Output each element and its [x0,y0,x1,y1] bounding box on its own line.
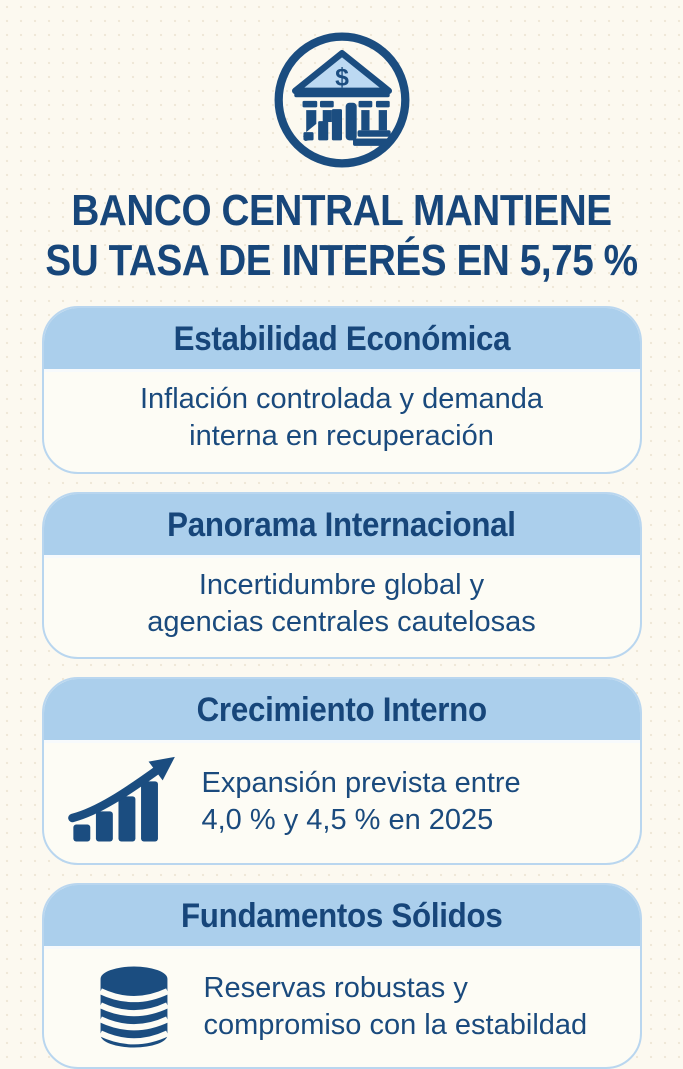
card-body-text: Expansión prevista entre 4,0 % y 4,5 % e… [202,765,622,839]
card-header: Crecimiento Interno [43,678,640,743]
dollar-sign: $ [335,64,349,91]
card-fundamentos-solidos: Fundamentos Sólidos Reservas robustas y … [41,882,642,1069]
title-line-2: SU TASA DE INTERÉS EN 5,75 % [45,236,638,286]
card-body-line-2: compromiso con la estabildad [203,1008,588,1041]
card-crecimiento-interno: Crecimiento Interno Expansión prevista e… [41,676,642,865]
card-estabilidad-economica: Estabilidad Económica Inflación controla… [41,306,642,474]
card-body-line-2: agencias centrales cautelosas [147,605,536,638]
card-body: Expansión prevista entre 4,0 % y 4,5 % e… [44,743,640,863]
card-body-line-1: Reservas robustas y [203,971,468,1004]
card-title: Crecimiento Interno [196,690,487,729]
card-title: Fundamentos Sólidos [180,896,503,935]
card-header: Fundamentos Sólidos [43,884,640,949]
card-title: Estabilidad Económica [173,320,510,359]
card-body: Reservas robustas y compromiso con la es… [44,949,640,1067]
card-body: Incertidumbre global y agencias centrale… [44,558,640,657]
card-header: Estabilidad Económica [43,308,640,373]
card-title: Panorama Internacional [167,505,516,544]
card-body-line-1: Inflación controlada y demanda [139,383,544,416]
card-body-line-2: interna en recuperación [189,420,494,453]
card-body-line-2: 4,0 % y 4,5 % en 2025 [201,803,494,836]
card-header: Panorama Internacional [43,493,640,558]
card-body-text: Reservas robustas y compromiso con la es… [204,970,622,1044]
page-title: BANCO CENTRAL MANTIENE SU TASA DE INTERÉ… [41,186,642,286]
title-line-1: BANCO CENTRAL MANTIENE [71,186,612,235]
card-panorama-internacional: Panorama Internacional Incertidumbre glo… [41,491,642,659]
card-body-line-1: Expansión prevista entre [201,766,521,799]
card-body-line-1: Incertidumbre global y [198,568,485,601]
card-body: Inflación controlada y demanda interna e… [44,372,640,471]
growth-bar-chart-arrow-icon [67,755,184,849]
bank-logo: $ [0,24,683,176]
bank-building-icon: $ [274,32,409,168]
database-coin-stack-icon [90,961,178,1053]
